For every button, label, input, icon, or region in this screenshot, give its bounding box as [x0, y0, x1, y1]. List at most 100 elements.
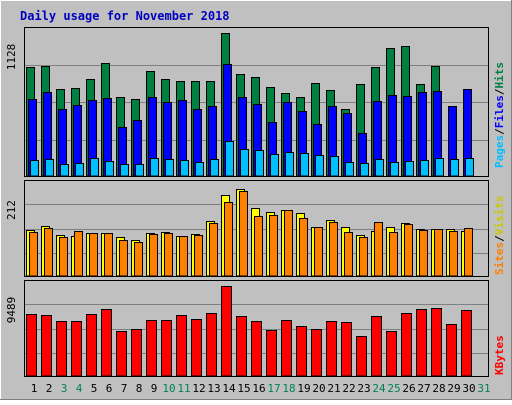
- bar-pages-day-29: [450, 159, 459, 177]
- bar-kbytes-day-1: [26, 314, 37, 377]
- bar-sites-day-27: [419, 230, 428, 277]
- bar-kbytes-day-2: [41, 315, 52, 377]
- legend-kbytes: KBytes: [493, 335, 506, 375]
- bar-kbytes-day-9: [146, 320, 157, 377]
- bar-pages-day-12: [195, 162, 204, 177]
- bar-pages-day-20: [315, 155, 324, 177]
- bar-sites-day-10: [164, 233, 173, 277]
- bar-sites-day-5: [89, 233, 98, 277]
- bar-sites-day-20: [314, 227, 323, 277]
- bar-sites-day-8: [134, 242, 143, 277]
- bar-pages-day-30: [465, 158, 474, 177]
- x-tick-label-day-25: 25: [387, 382, 400, 395]
- bar-kbytes-day-22: [341, 322, 352, 377]
- bar-sites-day-9: [149, 234, 158, 277]
- bar-pages-day-5: [90, 158, 99, 177]
- bar-kbytes-day-10: [161, 320, 172, 377]
- y-max-label: 212: [5, 200, 18, 220]
- x-tick-label-day-26: 26: [402, 382, 415, 395]
- bar-sites-day-11: [179, 236, 188, 277]
- bar-kbytes-day-13: [206, 313, 217, 377]
- bar-pages-day-21: [330, 156, 339, 177]
- bar-sites-day-23: [359, 237, 368, 277]
- x-tick-label-day-13: 13: [207, 382, 220, 395]
- x-tick-label-day-21: 21: [327, 382, 340, 395]
- x-tick-label-day-29: 29: [447, 382, 460, 395]
- bar-pages-day-9: [150, 158, 159, 177]
- bar-kbytes-day-20: [311, 329, 322, 377]
- bar-pages-day-4: [75, 163, 84, 177]
- bar-kbytes-day-7: [116, 331, 127, 377]
- bar-kbytes-day-8: [131, 329, 142, 377]
- bar-pages-day-8: [135, 164, 144, 177]
- bar-sites-day-3: [59, 237, 68, 277]
- x-tick-label-day-7: 7: [121, 382, 128, 395]
- bar-sites-day-13: [209, 223, 218, 277]
- bar-pages-day-7: [120, 164, 129, 177]
- bar-sites-day-2: [44, 228, 53, 277]
- bar-kbytes-day-12: [191, 319, 202, 377]
- x-tick-label-day-30: 30: [462, 382, 475, 395]
- x-tick-label-day-19: 19: [297, 382, 310, 395]
- bar-kbytes-day-14: [221, 286, 232, 377]
- bar-pages-day-23: [360, 163, 369, 177]
- bar-sites-day-25: [389, 232, 398, 277]
- x-tick-label-day-27: 27: [417, 382, 430, 395]
- bar-sites-day-12: [194, 235, 203, 277]
- bar-kbytes-day-18: [281, 320, 292, 377]
- x-tick-label-day-11: 11: [177, 382, 190, 395]
- legend: Pages/Files/Hits: [493, 62, 506, 168]
- bar-sites-day-29: [449, 231, 458, 277]
- bar-pages-day-17: [270, 154, 279, 177]
- bar-pages-day-18: [285, 152, 294, 177]
- bar-pages-day-15: [240, 149, 249, 177]
- legend-separator: /: [493, 235, 506, 242]
- x-tick-label-day-24: 24: [372, 382, 386, 395]
- bar-kbytes-day-29: [446, 324, 457, 377]
- bar-sites-day-26: [404, 224, 413, 277]
- y-max-label: 1128: [5, 44, 18, 71]
- x-tick-label-day-12: 12: [192, 382, 205, 395]
- bar-kbytes-day-30: [461, 310, 472, 377]
- x-tick-label-day-5: 5: [91, 382, 98, 395]
- x-tick-label-day-8: 8: [136, 382, 143, 395]
- bar-pages-day-19: [300, 153, 309, 177]
- bar-kbytes-day-16: [251, 321, 262, 377]
- bar-sites-day-16: [254, 216, 263, 277]
- bar-kbytes-day-11: [176, 315, 187, 377]
- legend-separator: /: [493, 128, 506, 135]
- legend-hits: Hits: [493, 62, 506, 89]
- bar-kbytes-day-17: [266, 330, 277, 377]
- y-max-label: 9489: [5, 297, 18, 324]
- bar-kbytes-day-3: [56, 321, 67, 377]
- bar-kbytes-day-5: [86, 314, 97, 377]
- legend-separator: /: [493, 88, 506, 95]
- bar-pages-day-11: [180, 160, 189, 177]
- x-tick-label-day-16: 16: [252, 382, 265, 395]
- bar-pages-day-3: [60, 164, 69, 177]
- bar-kbytes-day-27: [416, 309, 427, 377]
- bar-pages-day-25: [390, 162, 399, 177]
- bar-kbytes-day-15: [236, 316, 247, 377]
- legend: KBytes: [493, 335, 506, 375]
- x-tick-label-day-4: 4: [76, 382, 83, 395]
- bar-kbytes-day-26: [401, 313, 412, 377]
- bar-sites-day-6: [104, 233, 113, 277]
- x-tick-label-day-2: 2: [46, 382, 53, 395]
- bar-kbytes-day-6: [101, 309, 112, 377]
- x-tick-label-day-1: 1: [31, 382, 38, 395]
- bar-sites-day-7: [119, 240, 128, 277]
- x-tick-label-day-15: 15: [237, 382, 250, 395]
- legend: Sites/Visits: [493, 196, 506, 276]
- bar-sites-day-21: [329, 222, 338, 277]
- bar-kbytes-day-23: [356, 336, 367, 377]
- legend-files: Files: [493, 95, 506, 128]
- x-tick-label-day-22: 22: [342, 382, 355, 395]
- bar-pages-day-28: [435, 158, 444, 177]
- bar-sites-day-4: [74, 231, 83, 277]
- bar-sites-day-14: [224, 202, 233, 277]
- bar-pages-day-1: [30, 160, 39, 177]
- bar-pages-day-22: [345, 162, 354, 177]
